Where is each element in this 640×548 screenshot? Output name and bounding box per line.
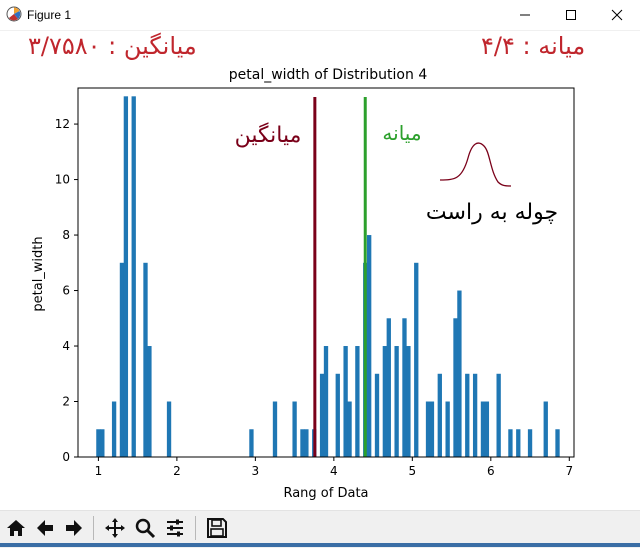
plot-frame xyxy=(77,87,575,458)
histogram-bar xyxy=(100,429,105,457)
y-tick-label: 0 xyxy=(62,450,70,464)
y-tick-label: 4 xyxy=(62,339,70,353)
median-stat-text: میانه : ۴/۴ xyxy=(481,32,586,60)
histogram-bar xyxy=(343,346,348,457)
histogram-bar xyxy=(425,401,431,457)
histogram-bar xyxy=(496,373,501,457)
right-skew-curve-icon xyxy=(439,142,512,187)
taskbar-edge xyxy=(0,543,640,547)
toolbar-separator xyxy=(93,516,94,540)
histogram-bar xyxy=(319,373,325,457)
zoom-icon xyxy=(135,518,156,539)
x-tick-label: 1 xyxy=(95,464,103,478)
configure-subplots-button[interactable] xyxy=(162,515,188,541)
histogram-bar xyxy=(437,373,442,457)
navigation-toolbar xyxy=(0,510,640,548)
histogram-bar xyxy=(323,346,329,457)
home-icon xyxy=(7,520,25,536)
x-tick-label: 5 xyxy=(409,464,417,478)
back-button[interactable] xyxy=(32,515,58,541)
histogram-bar xyxy=(96,429,101,457)
histogram-bar xyxy=(406,346,411,457)
configure-subplots-icon xyxy=(167,519,183,537)
histogram-bar xyxy=(414,262,419,457)
close-button[interactable] xyxy=(594,0,640,30)
histogram-bar xyxy=(386,318,391,457)
chart-title: petal_width of Distribution 4 xyxy=(229,67,428,83)
histogram-bar xyxy=(335,373,340,457)
histogram-bar xyxy=(508,429,513,457)
save-icon xyxy=(207,518,227,538)
histogram-bar xyxy=(131,96,136,457)
histogram-bar xyxy=(516,429,521,457)
forward-button[interactable] xyxy=(61,515,87,541)
toolbar-separator xyxy=(195,516,196,540)
x-axis-ticks: 1 2 3 4 5 6 7 xyxy=(95,457,573,478)
y-axis-label: petal_width xyxy=(31,236,46,311)
pan-icon xyxy=(105,518,125,538)
histogram-bar xyxy=(457,290,462,457)
matplotlib-logo-icon xyxy=(6,6,22,22)
y-tick-label: 8 xyxy=(62,228,70,242)
histogram-bar xyxy=(453,318,458,457)
histogram-bar xyxy=(304,429,309,457)
histogram-bar xyxy=(249,429,254,457)
forward-arrow-icon xyxy=(66,520,82,536)
minimize-icon xyxy=(520,14,530,16)
skew-label: چوله به راست xyxy=(426,200,558,225)
histogram-bar xyxy=(300,429,305,457)
window-title: Figure 1 xyxy=(27,8,72,22)
y-tick-label: 2 xyxy=(62,395,70,409)
pan-button[interactable] xyxy=(102,515,128,541)
histogram-bar xyxy=(465,373,470,457)
histogram-bar xyxy=(292,401,297,457)
x-tick-label: 7 xyxy=(565,464,573,478)
histogram-bar xyxy=(272,401,278,457)
maximize-button[interactable] xyxy=(548,0,594,30)
y-tick-label: 12 xyxy=(55,117,70,131)
x-tick-label: 2 xyxy=(173,464,181,478)
histogram-bar xyxy=(355,346,360,457)
histogram-bar xyxy=(543,401,548,457)
close-icon xyxy=(611,9,623,21)
x-tick-label: 6 xyxy=(487,464,495,478)
histogram-bar xyxy=(123,96,129,457)
bars-group xyxy=(96,96,560,457)
x-tick-label: 4 xyxy=(330,464,338,478)
histogram-bar xyxy=(347,401,352,457)
histogram-bar xyxy=(374,373,380,457)
mean-label: میانگین xyxy=(235,122,302,148)
histogram-bar xyxy=(555,429,560,457)
home-button[interactable] xyxy=(3,515,29,541)
histogram-bar xyxy=(147,346,152,457)
histogram-bar xyxy=(166,401,172,457)
histogram-bar xyxy=(429,401,435,457)
y-tick-label: 6 xyxy=(62,284,70,298)
y-tick-label: 10 xyxy=(55,173,70,187)
histogram-bar xyxy=(143,262,148,457)
histogram-bar xyxy=(402,318,407,457)
histogram-bar xyxy=(119,262,125,457)
median-label: میانه xyxy=(382,121,421,145)
x-tick-label: 3 xyxy=(252,464,260,478)
histogram-bar xyxy=(484,401,490,457)
maximize-icon xyxy=(566,10,576,20)
histogram-bar xyxy=(382,346,388,457)
histogram-bar xyxy=(445,401,450,457)
histogram-bar xyxy=(394,346,399,457)
y-axis-ticks: 0 2 4 6 8 10 12 xyxy=(55,117,78,464)
histogram-bar xyxy=(480,401,486,457)
mean-stat-text: میانگین : ۳/۷۵۸۰ xyxy=(28,32,197,60)
x-axis-label: Rang of Data xyxy=(283,486,368,501)
histogram-bar xyxy=(367,235,372,457)
minimize-button[interactable] xyxy=(502,0,548,30)
histogram-bar xyxy=(527,429,533,457)
back-arrow-icon xyxy=(37,520,53,536)
histogram-bar xyxy=(472,373,478,457)
window-titlebar: Figure 1 xyxy=(0,0,640,31)
zoom-button[interactable] xyxy=(132,515,158,541)
save-button[interactable] xyxy=(204,515,230,541)
histogram-bar xyxy=(111,401,117,457)
